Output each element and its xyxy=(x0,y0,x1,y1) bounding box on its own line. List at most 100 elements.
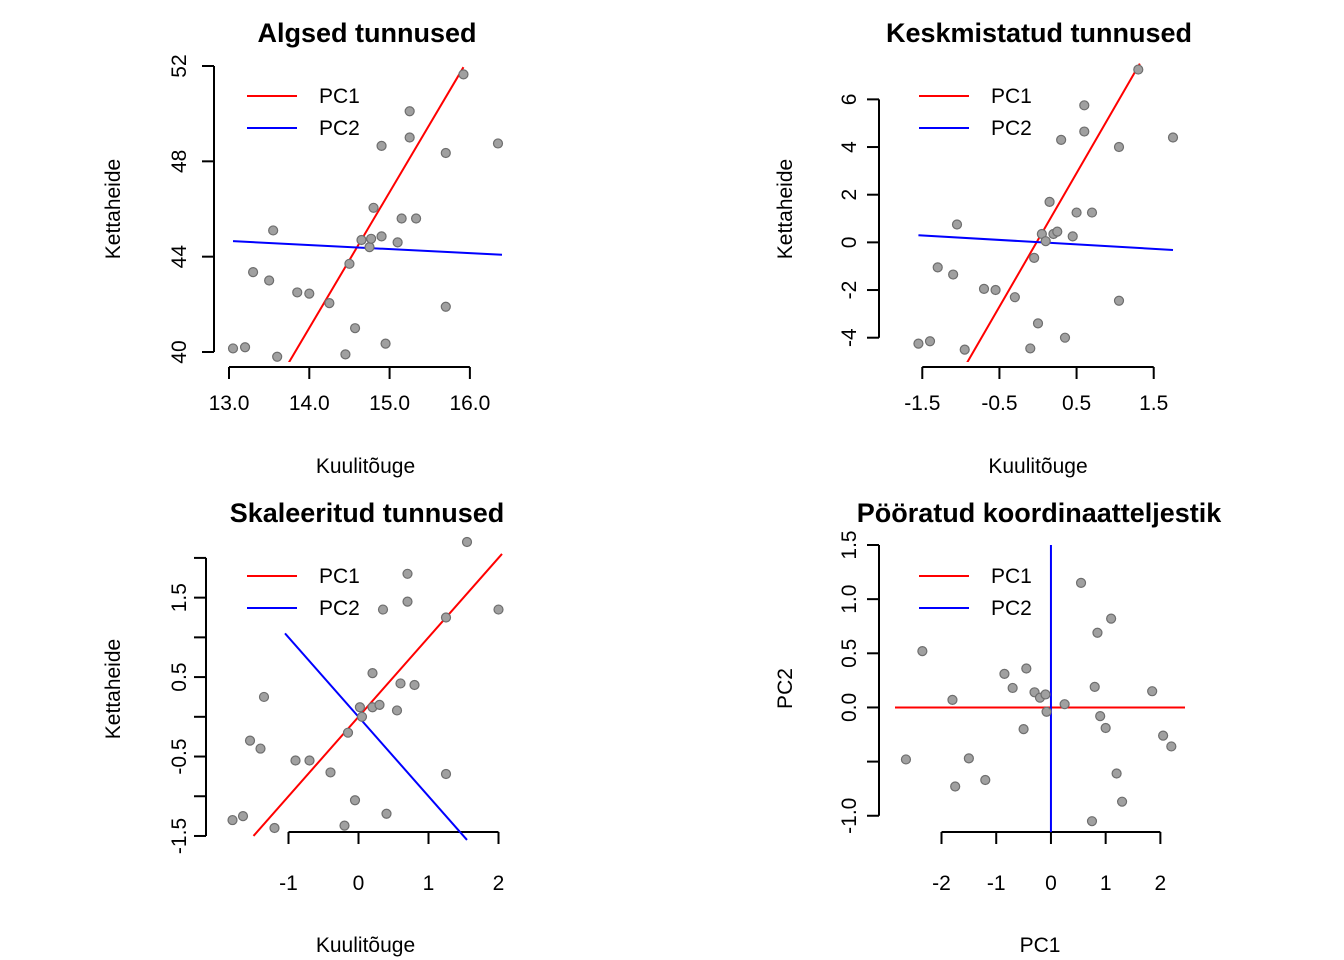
data-point xyxy=(404,132,415,143)
data-point xyxy=(325,767,336,778)
legend-label: PC2 xyxy=(319,597,360,620)
legend-label: PC2 xyxy=(319,117,360,140)
chart-title: Keskmistatud tunnused xyxy=(886,18,1192,48)
data-point xyxy=(1106,613,1117,624)
y-tick-label: 4 xyxy=(838,141,861,153)
data-point xyxy=(409,679,420,691)
data-point xyxy=(1029,252,1040,263)
data-point xyxy=(980,774,991,786)
data-point xyxy=(440,612,452,623)
y-tick-label: 48 xyxy=(168,150,191,173)
y-tick-label: 0.0 xyxy=(838,693,861,722)
x-tick-label: 0.5 xyxy=(1062,392,1091,415)
data-point xyxy=(1095,711,1106,722)
data-point xyxy=(440,768,452,780)
data-point xyxy=(951,219,963,230)
x-tick-label: 2 xyxy=(1155,872,1167,895)
data-point xyxy=(440,301,451,312)
y-tick-label: 1.5 xyxy=(168,583,191,612)
legend-label: PC1 xyxy=(991,565,1032,588)
data-point xyxy=(1059,332,1071,343)
data-point xyxy=(1166,741,1177,752)
pc1-line xyxy=(252,553,503,837)
data-point xyxy=(963,753,974,764)
x-tick-label: 2 xyxy=(493,872,505,895)
y-tick-label: -4 xyxy=(838,328,861,347)
data-point xyxy=(1089,681,1100,692)
legend-label: PC1 xyxy=(991,85,1032,108)
y-tick-label: 1.5 xyxy=(838,530,861,559)
data-point xyxy=(349,795,361,806)
data-point xyxy=(237,811,249,822)
y-axis-label: Kettaheide xyxy=(774,159,797,259)
data-point xyxy=(304,755,315,766)
x-axis-label: Kuulitõuge xyxy=(988,455,1087,478)
x-tick-label: 1 xyxy=(423,872,435,895)
panel-skaleeritud: Skaleeritud tunnused -1 0 1 2 -1.5 -0.5 0.5 1.5 K… xyxy=(102,498,504,957)
data-point xyxy=(1025,343,1036,354)
data-point xyxy=(959,344,970,355)
data-point xyxy=(344,258,355,269)
data-point xyxy=(932,262,943,273)
data-point xyxy=(376,231,387,242)
x-axis-label: Kuulitõuge xyxy=(316,934,415,957)
data-point xyxy=(1079,100,1090,111)
data-point xyxy=(380,338,391,349)
data-point xyxy=(354,702,365,713)
data-point xyxy=(1113,141,1125,153)
chart-title: Skaleeritud tunnused xyxy=(230,498,505,528)
y-axis-label: Kettaheide xyxy=(102,159,125,259)
data-point xyxy=(268,225,279,236)
data-point xyxy=(1086,816,1098,827)
panel-algsed: Algsed tunnused 13.0 14.0 15.0 16.0 40 44 48 52 K… xyxy=(102,18,504,478)
x-tick-label: -0.5 xyxy=(981,392,1017,415)
y-tick-label: 1.0 xyxy=(838,585,861,614)
y-tick-label: 0 xyxy=(838,237,861,249)
data-point xyxy=(913,338,924,349)
data-point xyxy=(244,735,256,746)
legend-label: PC2 xyxy=(991,117,1032,140)
data-point xyxy=(1044,196,1055,207)
y-tick-label: -0.5 xyxy=(168,738,191,774)
pc1-line xyxy=(966,63,1141,362)
data-point xyxy=(374,699,385,710)
pc1-line xyxy=(287,66,465,362)
data-point xyxy=(978,283,990,294)
x-tick-label: 13.0 xyxy=(209,392,250,415)
data-point xyxy=(492,138,504,149)
x-tick-label: -1.5 xyxy=(904,392,940,415)
data-point xyxy=(1067,231,1078,242)
panel-pooratud: Pööratud koordinaatteljestik -2 -1 0 1 2 -1.0 0… xyxy=(774,498,1222,957)
data-point xyxy=(1040,236,1051,247)
y-tick-label: 44 xyxy=(168,245,191,269)
data-point xyxy=(364,242,375,253)
data-point xyxy=(493,604,504,615)
data-point xyxy=(1040,689,1051,700)
data-point xyxy=(239,342,251,353)
y-tick-label: 0.5 xyxy=(838,639,861,668)
data-point xyxy=(368,202,379,213)
data-point xyxy=(255,743,266,754)
data-point xyxy=(1113,295,1125,306)
data-point xyxy=(272,351,283,362)
x-tick-label: 14.0 xyxy=(289,392,330,415)
x-tick-label: -1 xyxy=(279,872,298,895)
y-tick-label: -1.5 xyxy=(168,818,191,854)
data-point xyxy=(1007,682,1018,694)
data-point xyxy=(461,536,473,548)
data-point xyxy=(381,808,392,819)
data-point xyxy=(1079,126,1090,137)
data-point xyxy=(290,755,301,766)
data-point xyxy=(990,284,1001,296)
legend-label: PC1 xyxy=(319,85,360,108)
data-point xyxy=(1100,722,1111,734)
data-point xyxy=(1021,663,1032,674)
data-point xyxy=(269,822,280,834)
data-point xyxy=(1092,627,1103,638)
data-point xyxy=(999,668,1010,679)
data-point xyxy=(349,323,361,334)
data-point xyxy=(392,237,403,248)
legend-label: PC2 xyxy=(991,597,1032,620)
data-point xyxy=(366,233,377,244)
